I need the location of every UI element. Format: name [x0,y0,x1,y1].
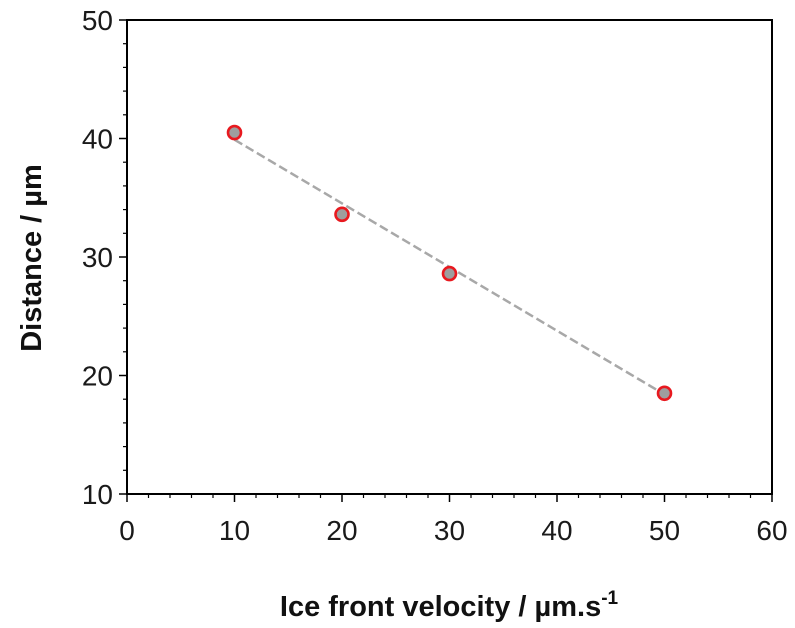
x-axis-label-text: Ice front velocity / µm.s [280,591,601,623]
data-point [334,206,350,223]
y-tick-label: 20 [82,361,113,392]
x-tick-label: 10 [219,515,250,546]
y-tick-label: 40 [82,124,113,155]
plot-frame [126,19,773,495]
x-tick-label: 60 [756,515,787,546]
data-point [226,124,243,141]
x-axis-ticks: 0 10 20 30 40 50 60 [119,494,788,546]
x-tick-label: 30 [434,515,465,546]
y-tick-label: 50 [82,5,113,36]
x-tick-label: 0 [119,515,135,546]
data-point [441,265,458,282]
y-tick-label: 10 [82,479,113,510]
x-tick-label: 20 [326,515,357,546]
data-point [656,385,673,402]
y-tick-label: 30 [82,242,113,273]
x-axis-label-superscript: -1 [601,588,618,609]
x-tick-label: 40 [541,515,572,546]
data-points [226,124,673,402]
x-tick-label: 50 [649,515,680,546]
y-axis-label: Distance / µm [16,164,48,352]
x-axis-label: Ice front velocity / µm.s-1 [280,588,619,623]
y-axis-ticks: 10 20 30 40 50 [82,5,127,510]
